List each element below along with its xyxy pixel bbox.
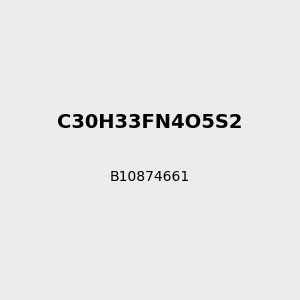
Text: B10874661: B10874661 xyxy=(110,170,190,184)
Text: C30H33FN4O5S2: C30H33FN4O5S2 xyxy=(57,113,243,133)
